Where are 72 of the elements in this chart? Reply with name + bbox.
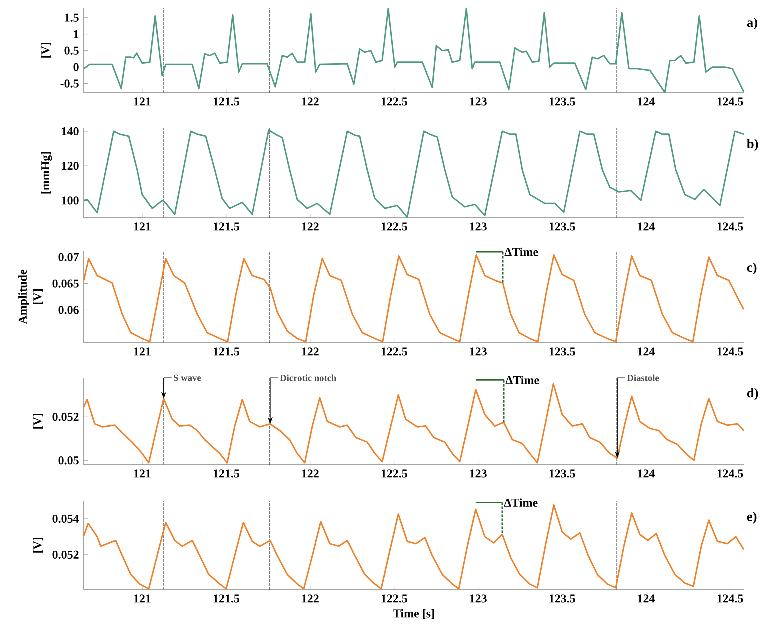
x-tick-label: 124 — [638, 470, 656, 478]
x-tick-label: 122 — [302, 348, 319, 356]
x-tick-label: 124.5 — [718, 470, 744, 478]
x-tick-label: 124 — [638, 222, 656, 231]
x-tick-label: 123 — [470, 594, 487, 603]
x-tick-label: 123.5 — [550, 98, 576, 106]
x-axis-title: Time [s] — [393, 609, 434, 620]
y-tick-label: 120 — [62, 162, 79, 170]
x-tick-label: 122.5 — [382, 348, 408, 356]
x-tick-label: 123.5 — [550, 470, 576, 478]
x-tick-label: 122.5 — [382, 594, 408, 603]
x-tick-label: 123.5 — [550, 594, 576, 603]
y-tick-label: 0.052 — [52, 550, 79, 559]
x-tick-label: 124.5 — [718, 348, 744, 356]
x-tick-label: 124 — [638, 98, 656, 106]
x-tick-label: 121.5 — [214, 470, 240, 478]
y-tick-label: 0.07 — [58, 253, 80, 262]
x-tick-label: 122.5 — [382, 98, 408, 106]
x-tick-label: 123 — [470, 222, 487, 231]
x-tick-label: 124.5 — [718, 98, 744, 106]
annotation: ΔTime — [504, 498, 538, 507]
y-tick-label: 0.5 — [64, 46, 79, 55]
x-tick-label: 122 — [302, 222, 319, 231]
text: d) — [747, 388, 758, 400]
x-tick-label: 124.5 — [718, 222, 744, 231]
y-axis-title: [V] — [33, 414, 44, 429]
y-axis-title: Amplitude [V] — [18, 270, 44, 324]
x-tick-label: 122 — [302, 98, 319, 106]
y-axis-title: [V] — [41, 43, 52, 58]
annotation: ΔTime — [506, 376, 540, 384]
x-tick-label: 121.5 — [214, 222, 240, 231]
x-tick-label: 121 — [134, 222, 151, 231]
y-tick-label: 140 — [62, 127, 79, 136]
annotation: Dicrotic notch — [280, 374, 337, 382]
y-axis-title: [V] — [33, 538, 44, 553]
annotation: ΔTime — [504, 248, 538, 256]
x-tick-label: 121.5 — [214, 348, 240, 356]
text: e) — [747, 512, 757, 524]
x-tick-label: 123.5 — [550, 222, 576, 231]
y-tick-label: 0 — [74, 63, 79, 72]
y-tick-label: 100 — [62, 196, 79, 205]
x-tick-label: 121.5 — [214, 594, 240, 603]
text: c) — [747, 262, 757, 275]
y-tick-label: 0.06 — [58, 306, 79, 314]
text: b) — [747, 139, 758, 152]
x-tick-label: 121.5 — [214, 98, 240, 106]
text: a) — [747, 18, 758, 30]
x-tick-label: 124 — [638, 594, 656, 603]
y-tick-label: 1 — [74, 30, 79, 38]
x-tick-label: 121 — [134, 470, 151, 478]
x-tick-label: 122.5 — [382, 470, 408, 478]
x-tick-label: 121 — [134, 98, 151, 106]
x-tick-label: 123 — [470, 470, 487, 478]
x-tick-label: 121 — [134, 594, 151, 603]
y-tick-label: 0.052 — [52, 413, 79, 422]
annotation: S wave — [174, 374, 202, 382]
x-tick-label: 123.5 — [550, 348, 576, 356]
x-tick-label: 123 — [470, 348, 487, 356]
y-axis-title: [mmHg] — [41, 152, 52, 194]
y-tick-label: 0.05 — [58, 456, 79, 465]
x-tick-label: 124 — [638, 348, 656, 356]
x-tick-label: 122 — [302, 594, 319, 603]
y-tick-label: -0.5 — [60, 80, 79, 88]
y-tick-label: 0.065 — [52, 280, 79, 288]
x-tick-label: 123 — [470, 98, 487, 106]
x-tick-label: 122 — [302, 470, 319, 478]
y-tick-label: 1.5 — [65, 14, 79, 22]
x-tick-label: 122.5 — [382, 222, 408, 231]
x-tick-label: 121 — [134, 348, 151, 356]
y-tick-label: 0.054 — [52, 514, 80, 524]
annotation: Diastole — [627, 374, 660, 382]
x-tick-label: 124.5 — [718, 594, 744, 603]
